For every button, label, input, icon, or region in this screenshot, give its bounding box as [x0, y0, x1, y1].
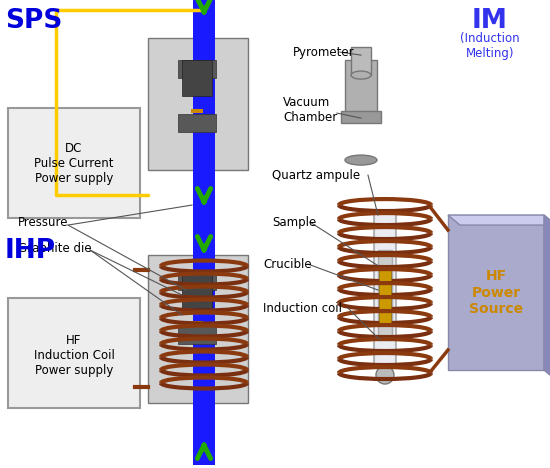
Bar [345, 60, 377, 115]
Text: HF
Induction Coil
Power supply: HF Induction Coil Power supply [34, 334, 114, 377]
Bar [191, 321, 203, 325]
Text: IM: IM [472, 8, 508, 34]
Bar [178, 60, 216, 78]
Text: HF
Power
Source: HF Power Source [469, 270, 523, 316]
Text: IHP: IHP [5, 238, 56, 264]
Bar [193, 0, 215, 465]
Bar [178, 114, 216, 132]
Bar [191, 109, 203, 113]
Bar [148, 255, 248, 403]
Bar [178, 326, 216, 344]
Bar [379, 270, 391, 325]
Text: Pyrometer: Pyrometer [293, 45, 355, 58]
Text: Induction coil: Induction coil [263, 301, 342, 314]
Bar [182, 60, 212, 96]
Bar [341, 111, 381, 123]
Text: SPS: SPS [5, 8, 63, 34]
Bar [148, 38, 248, 170]
Text: Graphite die: Graphite die [18, 241, 92, 255]
Text: Quartz ampule: Quartz ampule [272, 168, 360, 182]
Polygon shape [448, 215, 544, 370]
Bar [8, 298, 140, 408]
Text: Sample: Sample [272, 216, 316, 228]
Text: Crucible: Crucible [263, 257, 312, 271]
Text: DC
Pulse Current
Power supply: DC Pulse Current Power supply [34, 142, 114, 184]
Polygon shape [544, 215, 550, 380]
Bar [374, 210, 396, 365]
Text: Pressure: Pressure [18, 216, 69, 228]
Bar [182, 272, 212, 308]
Bar [351, 47, 371, 75]
Bar [178, 272, 216, 290]
Bar [8, 108, 140, 218]
Ellipse shape [351, 71, 371, 79]
Polygon shape [448, 215, 550, 225]
Ellipse shape [345, 155, 377, 165]
Bar [378, 250, 392, 340]
Text: Vacuum
Chamber: Vacuum Chamber [283, 96, 337, 124]
Text: (Induction
Melting): (Induction Melting) [460, 32, 520, 60]
Circle shape [376, 366, 394, 384]
